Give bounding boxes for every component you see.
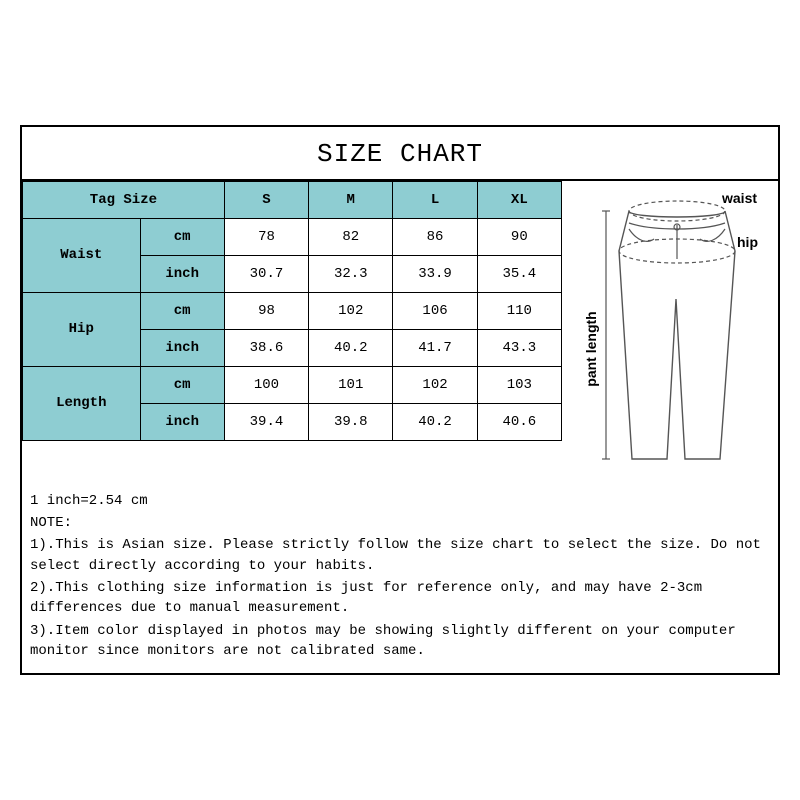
cell: 38.6 xyxy=(224,329,308,366)
measure-waist: Waist xyxy=(23,218,141,292)
table-row: Length cm 100 101 102 103 xyxy=(23,366,562,403)
table-row: Hip cm 98 102 106 110 xyxy=(23,292,562,329)
cell: 110 xyxy=(477,292,561,329)
cell: 106 xyxy=(393,292,477,329)
note-item: 1).This is Asian size. Please strictly f… xyxy=(30,535,770,576)
size-col-s: S xyxy=(224,181,308,218)
pants-diagram: waist hip pant length xyxy=(562,181,778,483)
note-heading: NOTE: xyxy=(30,513,770,533)
tag-size-header: Tag Size xyxy=(23,181,225,218)
cell: 86 xyxy=(393,218,477,255)
unit-inch: inch xyxy=(140,403,224,440)
note-item: 3).Item color displayed in photos may be… xyxy=(30,621,770,662)
pants-svg: waist hip pant length xyxy=(572,189,772,479)
hip-label: hip xyxy=(737,234,758,250)
pocket-left-icon xyxy=(629,229,654,241)
chart-title: SIZE CHART xyxy=(22,127,778,179)
unit-cm: cm xyxy=(140,218,224,255)
measure-length: Length xyxy=(23,366,141,440)
cell: 98 xyxy=(224,292,308,329)
cell: 43.3 xyxy=(477,329,561,366)
unit-inch: inch xyxy=(140,255,224,292)
cell: 102 xyxy=(309,292,393,329)
content-row: Tag Size S M L XL Waist cm 78 82 86 90 i… xyxy=(22,179,778,483)
waist-label: waist xyxy=(721,190,757,206)
cell: 39.4 xyxy=(224,403,308,440)
table-area: Tag Size S M L XL Waist cm 78 82 86 90 i… xyxy=(22,181,562,441)
cell: 40.6 xyxy=(477,403,561,440)
unit-cm: cm xyxy=(140,366,224,403)
notes-block: 1 inch=2.54 cm NOTE: 1).This is Asian si… xyxy=(22,483,778,673)
table-row: Waist cm 78 82 86 90 xyxy=(23,218,562,255)
waist-ellipse-icon xyxy=(629,201,725,221)
size-chart-card: SIZE CHART Tag Size S M L XL Waist cm 78… xyxy=(20,125,780,675)
size-col-l: L xyxy=(393,181,477,218)
cell: 78 xyxy=(224,218,308,255)
size-col-m: M xyxy=(309,181,393,218)
cell: 90 xyxy=(477,218,561,255)
size-table: Tag Size S M L XL Waist cm 78 82 86 90 i… xyxy=(22,181,562,441)
conversion-note: 1 inch=2.54 cm xyxy=(30,491,770,511)
cell: 35.4 xyxy=(477,255,561,292)
unit-inch: inch xyxy=(140,329,224,366)
cell: 32.3 xyxy=(309,255,393,292)
unit-cm: cm xyxy=(140,292,224,329)
measure-hip: Hip xyxy=(23,292,141,366)
pocket-right-icon xyxy=(700,229,725,241)
cell: 40.2 xyxy=(393,403,477,440)
cell: 39.8 xyxy=(309,403,393,440)
length-label: pant length xyxy=(583,311,599,386)
cell: 30.7 xyxy=(224,255,308,292)
size-col-xl: XL xyxy=(477,181,561,218)
cell: 100 xyxy=(224,366,308,403)
cell: 102 xyxy=(393,366,477,403)
header-row: Tag Size S M L XL xyxy=(23,181,562,218)
cell: 40.2 xyxy=(309,329,393,366)
cell: 41.7 xyxy=(393,329,477,366)
cell: 82 xyxy=(309,218,393,255)
note-item: 2).This clothing size information is jus… xyxy=(30,578,770,619)
cell: 103 xyxy=(477,366,561,403)
cell: 101 xyxy=(309,366,393,403)
cell: 33.9 xyxy=(393,255,477,292)
